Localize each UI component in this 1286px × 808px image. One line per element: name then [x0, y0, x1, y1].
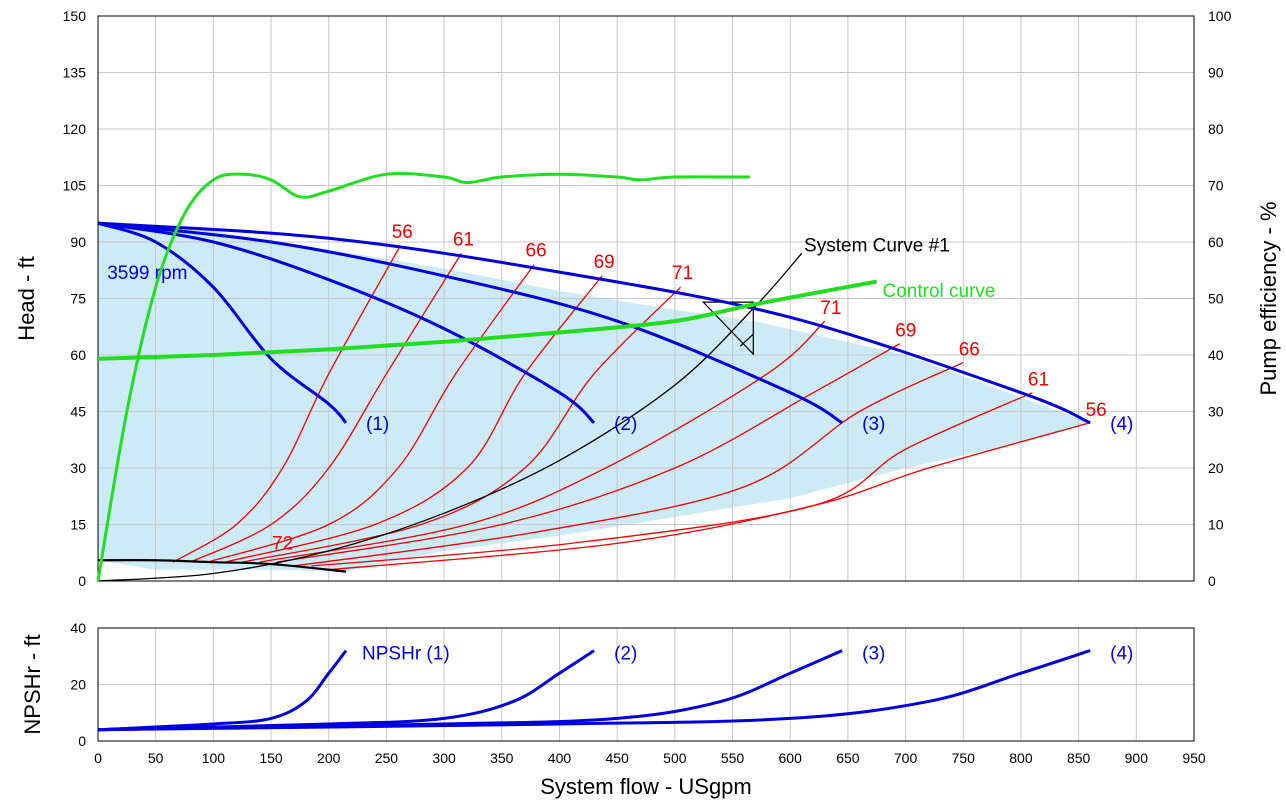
- y-axis-title: Head - ft: [14, 256, 39, 340]
- iso-efficiency-line-71: [242, 286, 682, 563]
- npshr-curve-1: [97, 649, 348, 732]
- npshr-curve-3: [97, 649, 843, 732]
- iso-efficiency-line-56: [172, 245, 401, 563]
- npshr-curve-label: NPSHr (1): [362, 644, 450, 665]
- x-tick-label: 800: [1009, 750, 1033, 766]
- y2-tick-label: 20: [1208, 460, 1224, 476]
- x-tick-label: 650: [836, 750, 860, 766]
- control-curve-label: Control curve: [883, 281, 996, 302]
- x-tick-label: 300: [432, 750, 456, 766]
- iso-efficiency-label: 61: [1028, 370, 1049, 391]
- control-curve: [97, 279, 878, 361]
- iso-efficiency-label: 71: [820, 298, 841, 319]
- npsh-y-axis-title: NPSHr - ft: [20, 634, 45, 734]
- iso-efficiency-label: 66: [959, 340, 980, 361]
- pump-curve-label: (2): [614, 414, 637, 435]
- npsh-y-tick-label: 0: [78, 733, 86, 749]
- npsh-y-tick-label: 20: [70, 677, 86, 693]
- x-tick-label: 550: [721, 750, 745, 766]
- y2-tick-label: 90: [1208, 65, 1224, 81]
- y-tick-label: 150: [63, 8, 87, 24]
- npsh-plot-frame: [97, 627, 1195, 742]
- y-tick-label: 60: [70, 347, 86, 363]
- pump-curve-label: (4): [1110, 414, 1133, 435]
- npshr-curve-label: (4): [1110, 644, 1133, 665]
- y2-tick-label: 50: [1208, 291, 1224, 307]
- x-tick-label: 600: [779, 750, 803, 766]
- operating-region: [98, 223, 1091, 572]
- y2-tick-label: 70: [1208, 178, 1224, 194]
- pump-curve-3: [97, 221, 843, 425]
- x-tick-label: 200: [317, 750, 341, 766]
- iso-efficiency-line-66: [294, 361, 964, 567]
- speed-label: 3599 rpm: [107, 263, 187, 284]
- y2-tick-label: 0: [1208, 573, 1216, 589]
- iso-efficiency-label: 61: [453, 229, 474, 250]
- iso-efficiency-label: 56: [392, 222, 413, 243]
- x-tick-label: 50: [148, 750, 164, 766]
- iso-efficiency-label: 69: [895, 321, 916, 342]
- x-tick-label: 350: [490, 750, 514, 766]
- y2-tick-label: 40: [1208, 347, 1224, 363]
- y2-tick-label: 60: [1208, 234, 1224, 250]
- y-tick-label: 105: [63, 178, 87, 194]
- iso-efficiency-line-71: [259, 320, 826, 563]
- x-tick-label: 450: [605, 750, 629, 766]
- npshr-curve-label: (3): [862, 644, 885, 665]
- y-tick-label: 45: [70, 404, 86, 420]
- x-tick-label: 950: [1182, 750, 1206, 766]
- iso-efficiency-label: 71: [672, 263, 693, 284]
- iso-efficiency-line-56: [328, 422, 1091, 571]
- npsh-y-tick-label: 40: [70, 620, 86, 636]
- x-tick-label: 900: [1125, 750, 1149, 766]
- pump-curve-label: (3): [862, 414, 885, 435]
- y2-tick-label: 10: [1208, 517, 1224, 533]
- y2-tick-label: 80: [1208, 121, 1224, 137]
- y2-tick-label: 30: [1208, 404, 1224, 420]
- iso-efficiency-line-66: [207, 264, 535, 563]
- system-curve: [97, 252, 803, 582]
- y-tick-label: 135: [63, 65, 87, 81]
- y-tick-label: 0: [78, 573, 86, 589]
- pump-curve-4: [97, 221, 1091, 425]
- x-tick-label: 750: [952, 750, 976, 766]
- x-tick-label: 700: [894, 750, 918, 766]
- efficiency-curve: [96, 171, 750, 582]
- x-tick-label: 250: [375, 750, 399, 766]
- x-tick-label: 500: [663, 750, 687, 766]
- min-flow-curve: [97, 559, 347, 573]
- x-tick-label: 100: [202, 750, 226, 766]
- x-tick-label: 150: [259, 750, 283, 766]
- iso-efficiency-line-69: [224, 275, 603, 563]
- y-tick-label: 90: [70, 234, 86, 250]
- pump-curve-label: (1): [366, 414, 389, 435]
- y-tick-label: 75: [70, 291, 86, 307]
- y2-tick-label: 100: [1208, 8, 1232, 24]
- x-axis-title: System flow - USgpm: [540, 774, 752, 799]
- y2-axis-title: Pump efficiency - %: [1256, 201, 1281, 395]
- main-plot-frame: [97, 15, 1195, 582]
- x-tick-label: 0: [94, 750, 102, 766]
- npshr-curve-label: (2): [614, 644, 637, 665]
- iso-efficiency-label: 56: [1086, 400, 1107, 421]
- system-curve-label: System Curve #1: [804, 235, 950, 256]
- y-tick-label: 30: [70, 460, 86, 476]
- iso-efficiency-label: 66: [526, 241, 547, 262]
- operating-point-tick: [739, 333, 754, 347]
- npshr-curve-4: [97, 649, 1091, 732]
- npshr-curve-2: [97, 649, 595, 732]
- y-tick-label: 15: [70, 517, 86, 533]
- x-tick-label: 400: [548, 750, 572, 766]
- pump-curve-1: [97, 221, 348, 424]
- iso-efficiency-line-69: [276, 343, 901, 563]
- pump-curve-2: [97, 221, 596, 424]
- iso-efficiency-line-61: [190, 252, 462, 563]
- y-tick-label: 120: [63, 121, 87, 137]
- x-tick-label: 850: [1067, 750, 1091, 766]
- iso-efficiency-best-label: 72: [272, 533, 293, 554]
- iso-efficiency-label: 69: [594, 252, 615, 273]
